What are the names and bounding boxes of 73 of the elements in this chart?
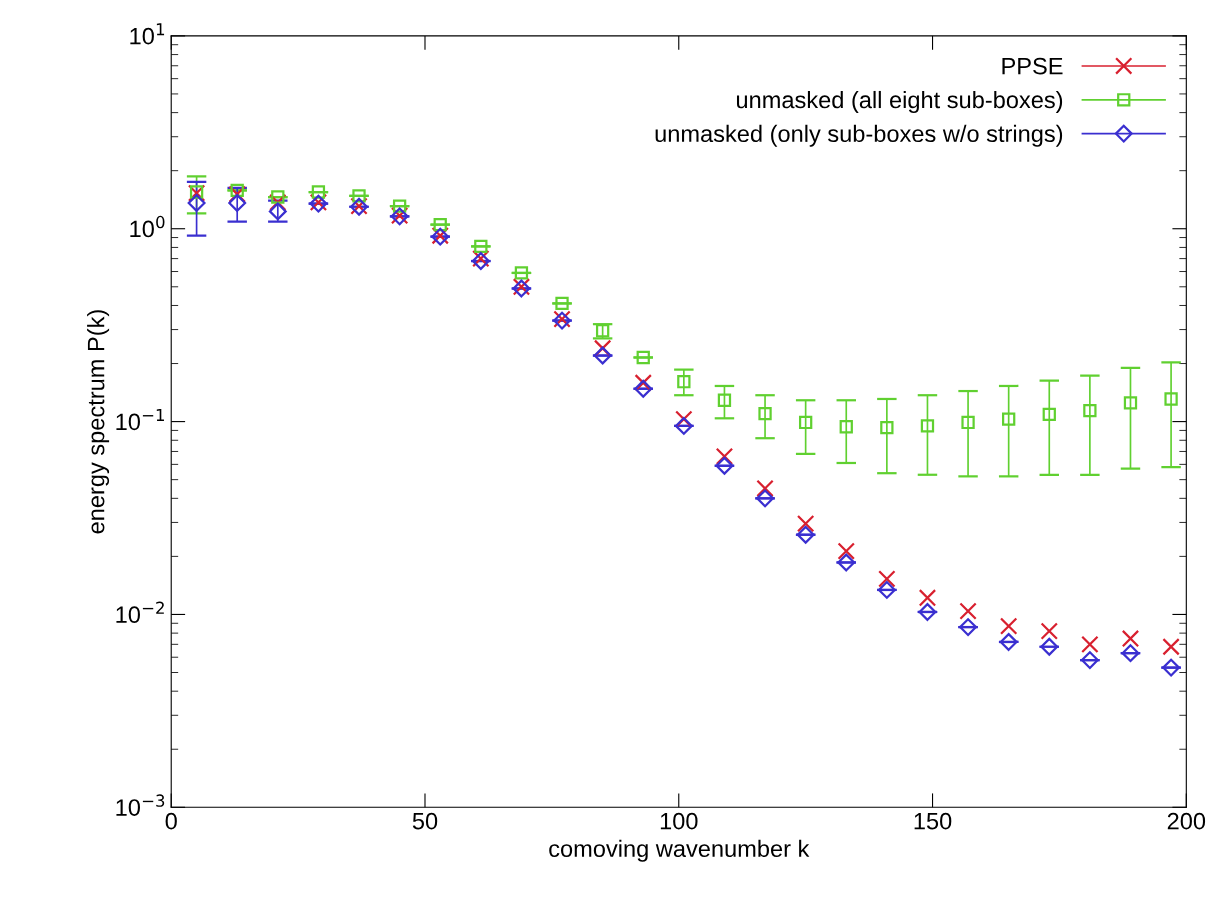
point bbox=[837, 542, 855, 560]
point bbox=[228, 194, 247, 212]
point bbox=[756, 489, 775, 508]
point bbox=[796, 514, 815, 533]
point bbox=[1162, 658, 1181, 677]
x-tick-label: 50 bbox=[412, 812, 438, 830]
point bbox=[758, 406, 772, 421]
point bbox=[796, 525, 815, 544]
point bbox=[433, 217, 447, 232]
point bbox=[756, 479, 774, 498]
point bbox=[595, 324, 610, 338]
point bbox=[311, 185, 326, 199]
y-tick-label: 10$^{−3}$ bbox=[116, 794, 165, 816]
point bbox=[634, 374, 652, 392]
y-tick-label: 10$^{1}$ bbox=[130, 23, 165, 45]
point bbox=[880, 421, 894, 435]
point bbox=[715, 447, 734, 466]
point bbox=[269, 193, 287, 212]
point bbox=[634, 379, 653, 398]
x-tick-label: 200 bbox=[1167, 812, 1206, 830]
point bbox=[474, 239, 488, 254]
point bbox=[1164, 392, 1178, 406]
point bbox=[715, 456, 734, 475]
point bbox=[999, 617, 1018, 635]
point bbox=[1081, 635, 1099, 654]
x-tick-label: 0 bbox=[165, 812, 177, 830]
point bbox=[593, 339, 612, 358]
point bbox=[674, 416, 693, 435]
point bbox=[717, 393, 732, 407]
point bbox=[918, 603, 937, 621]
point bbox=[187, 194, 206, 212]
point bbox=[593, 346, 612, 365]
point bbox=[1083, 403, 1097, 418]
point bbox=[798, 415, 813, 430]
point bbox=[1121, 644, 1140, 663]
point bbox=[999, 632, 1018, 651]
point bbox=[920, 419, 935, 433]
point bbox=[1002, 412, 1016, 426]
point bbox=[392, 199, 407, 213]
x-axis-title: comoving wavenumber k bbox=[549, 839, 810, 862]
legend-label: unmasked (only sub-boxes w/o strings) bbox=[655, 124, 1063, 147]
x-tick-label: 150 bbox=[914, 812, 952, 830]
point bbox=[636, 350, 650, 365]
point bbox=[514, 266, 529, 280]
point bbox=[1040, 637, 1059, 656]
y-axis-title: energy spectrum P(k) bbox=[87, 310, 110, 534]
point bbox=[837, 553, 856, 572]
point bbox=[228, 185, 246, 203]
point bbox=[1080, 651, 1099, 670]
point bbox=[959, 618, 978, 637]
point bbox=[1042, 407, 1056, 422]
point bbox=[555, 296, 569, 311]
point bbox=[839, 420, 853, 434]
point bbox=[271, 190, 285, 204]
point bbox=[1121, 629, 1140, 648]
point bbox=[959, 602, 977, 620]
point bbox=[878, 570, 896, 588]
point bbox=[1162, 638, 1180, 656]
y-tick-label: 10$^{0}$ bbox=[130, 215, 165, 238]
point bbox=[918, 589, 937, 607]
legend-label: unmasked (all eight sub-boxes) bbox=[736, 90, 1063, 113]
point bbox=[1123, 396, 1138, 410]
point bbox=[230, 183, 244, 198]
point bbox=[1040, 622, 1059, 640]
y-tick-label: 10$^{−1}$ bbox=[116, 408, 164, 431]
point bbox=[961, 415, 975, 430]
legend-label: PPSE bbox=[1002, 57, 1063, 75]
x-tick-label: 100 bbox=[660, 812, 698, 830]
point bbox=[877, 580, 896, 599]
point bbox=[675, 410, 693, 428]
y-tick-label: 10$^{−2}$ bbox=[116, 601, 164, 624]
point bbox=[352, 189, 366, 203]
point bbox=[677, 375, 691, 389]
